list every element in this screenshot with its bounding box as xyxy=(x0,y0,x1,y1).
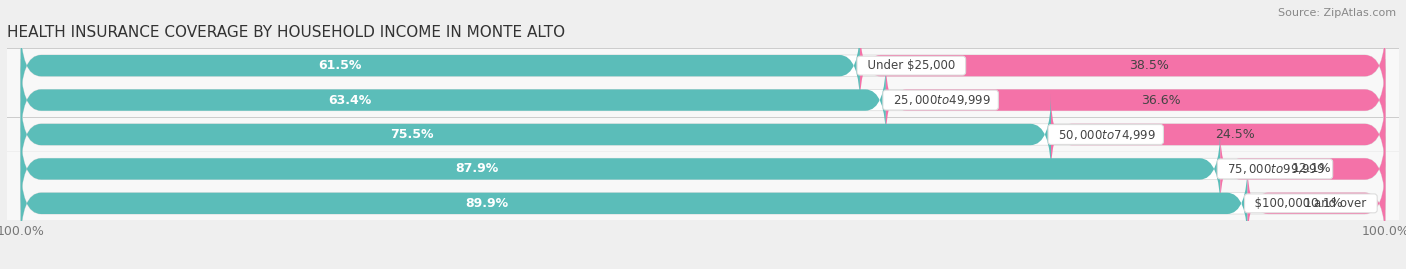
FancyBboxPatch shape xyxy=(7,49,1399,83)
Text: 63.4%: 63.4% xyxy=(328,94,371,107)
FancyBboxPatch shape xyxy=(1052,94,1385,175)
Text: Source: ZipAtlas.com: Source: ZipAtlas.com xyxy=(1278,8,1396,18)
Text: $75,000 to $99,999: $75,000 to $99,999 xyxy=(1220,162,1330,176)
Text: 36.6%: 36.6% xyxy=(1140,94,1181,107)
Text: HEALTH INSURANCE COVERAGE BY HOUSEHOLD INCOME IN MONTE ALTO: HEALTH INSURANCE COVERAGE BY HOUSEHOLD I… xyxy=(7,25,565,40)
FancyBboxPatch shape xyxy=(21,94,1385,175)
Text: 87.9%: 87.9% xyxy=(456,162,498,175)
FancyBboxPatch shape xyxy=(886,59,1385,141)
FancyBboxPatch shape xyxy=(21,25,860,107)
Text: $25,000 to $49,999: $25,000 to $49,999 xyxy=(886,93,995,107)
FancyBboxPatch shape xyxy=(21,162,1247,244)
Text: $100,000 and over: $100,000 and over xyxy=(1247,197,1374,210)
Text: 38.5%: 38.5% xyxy=(1129,59,1168,72)
Text: 89.9%: 89.9% xyxy=(465,197,509,210)
FancyBboxPatch shape xyxy=(7,152,1399,186)
FancyBboxPatch shape xyxy=(21,128,1385,210)
Text: 61.5%: 61.5% xyxy=(318,59,361,72)
Text: Under $25,000: Under $25,000 xyxy=(860,59,963,72)
FancyBboxPatch shape xyxy=(1220,128,1385,210)
FancyBboxPatch shape xyxy=(7,118,1399,151)
FancyBboxPatch shape xyxy=(21,128,1220,210)
Text: 10.1%: 10.1% xyxy=(1303,197,1343,210)
FancyBboxPatch shape xyxy=(21,25,1385,107)
FancyBboxPatch shape xyxy=(21,162,1385,244)
FancyBboxPatch shape xyxy=(860,25,1385,107)
FancyBboxPatch shape xyxy=(21,59,886,141)
Text: 75.5%: 75.5% xyxy=(391,128,434,141)
FancyBboxPatch shape xyxy=(1247,162,1385,244)
Text: $50,000 to $74,999: $50,000 to $74,999 xyxy=(1052,128,1160,141)
FancyBboxPatch shape xyxy=(21,94,1052,175)
Text: 12.1%: 12.1% xyxy=(1291,162,1331,175)
FancyBboxPatch shape xyxy=(7,83,1399,117)
Text: 24.5%: 24.5% xyxy=(1215,128,1254,141)
FancyBboxPatch shape xyxy=(21,59,1385,141)
FancyBboxPatch shape xyxy=(7,186,1399,220)
